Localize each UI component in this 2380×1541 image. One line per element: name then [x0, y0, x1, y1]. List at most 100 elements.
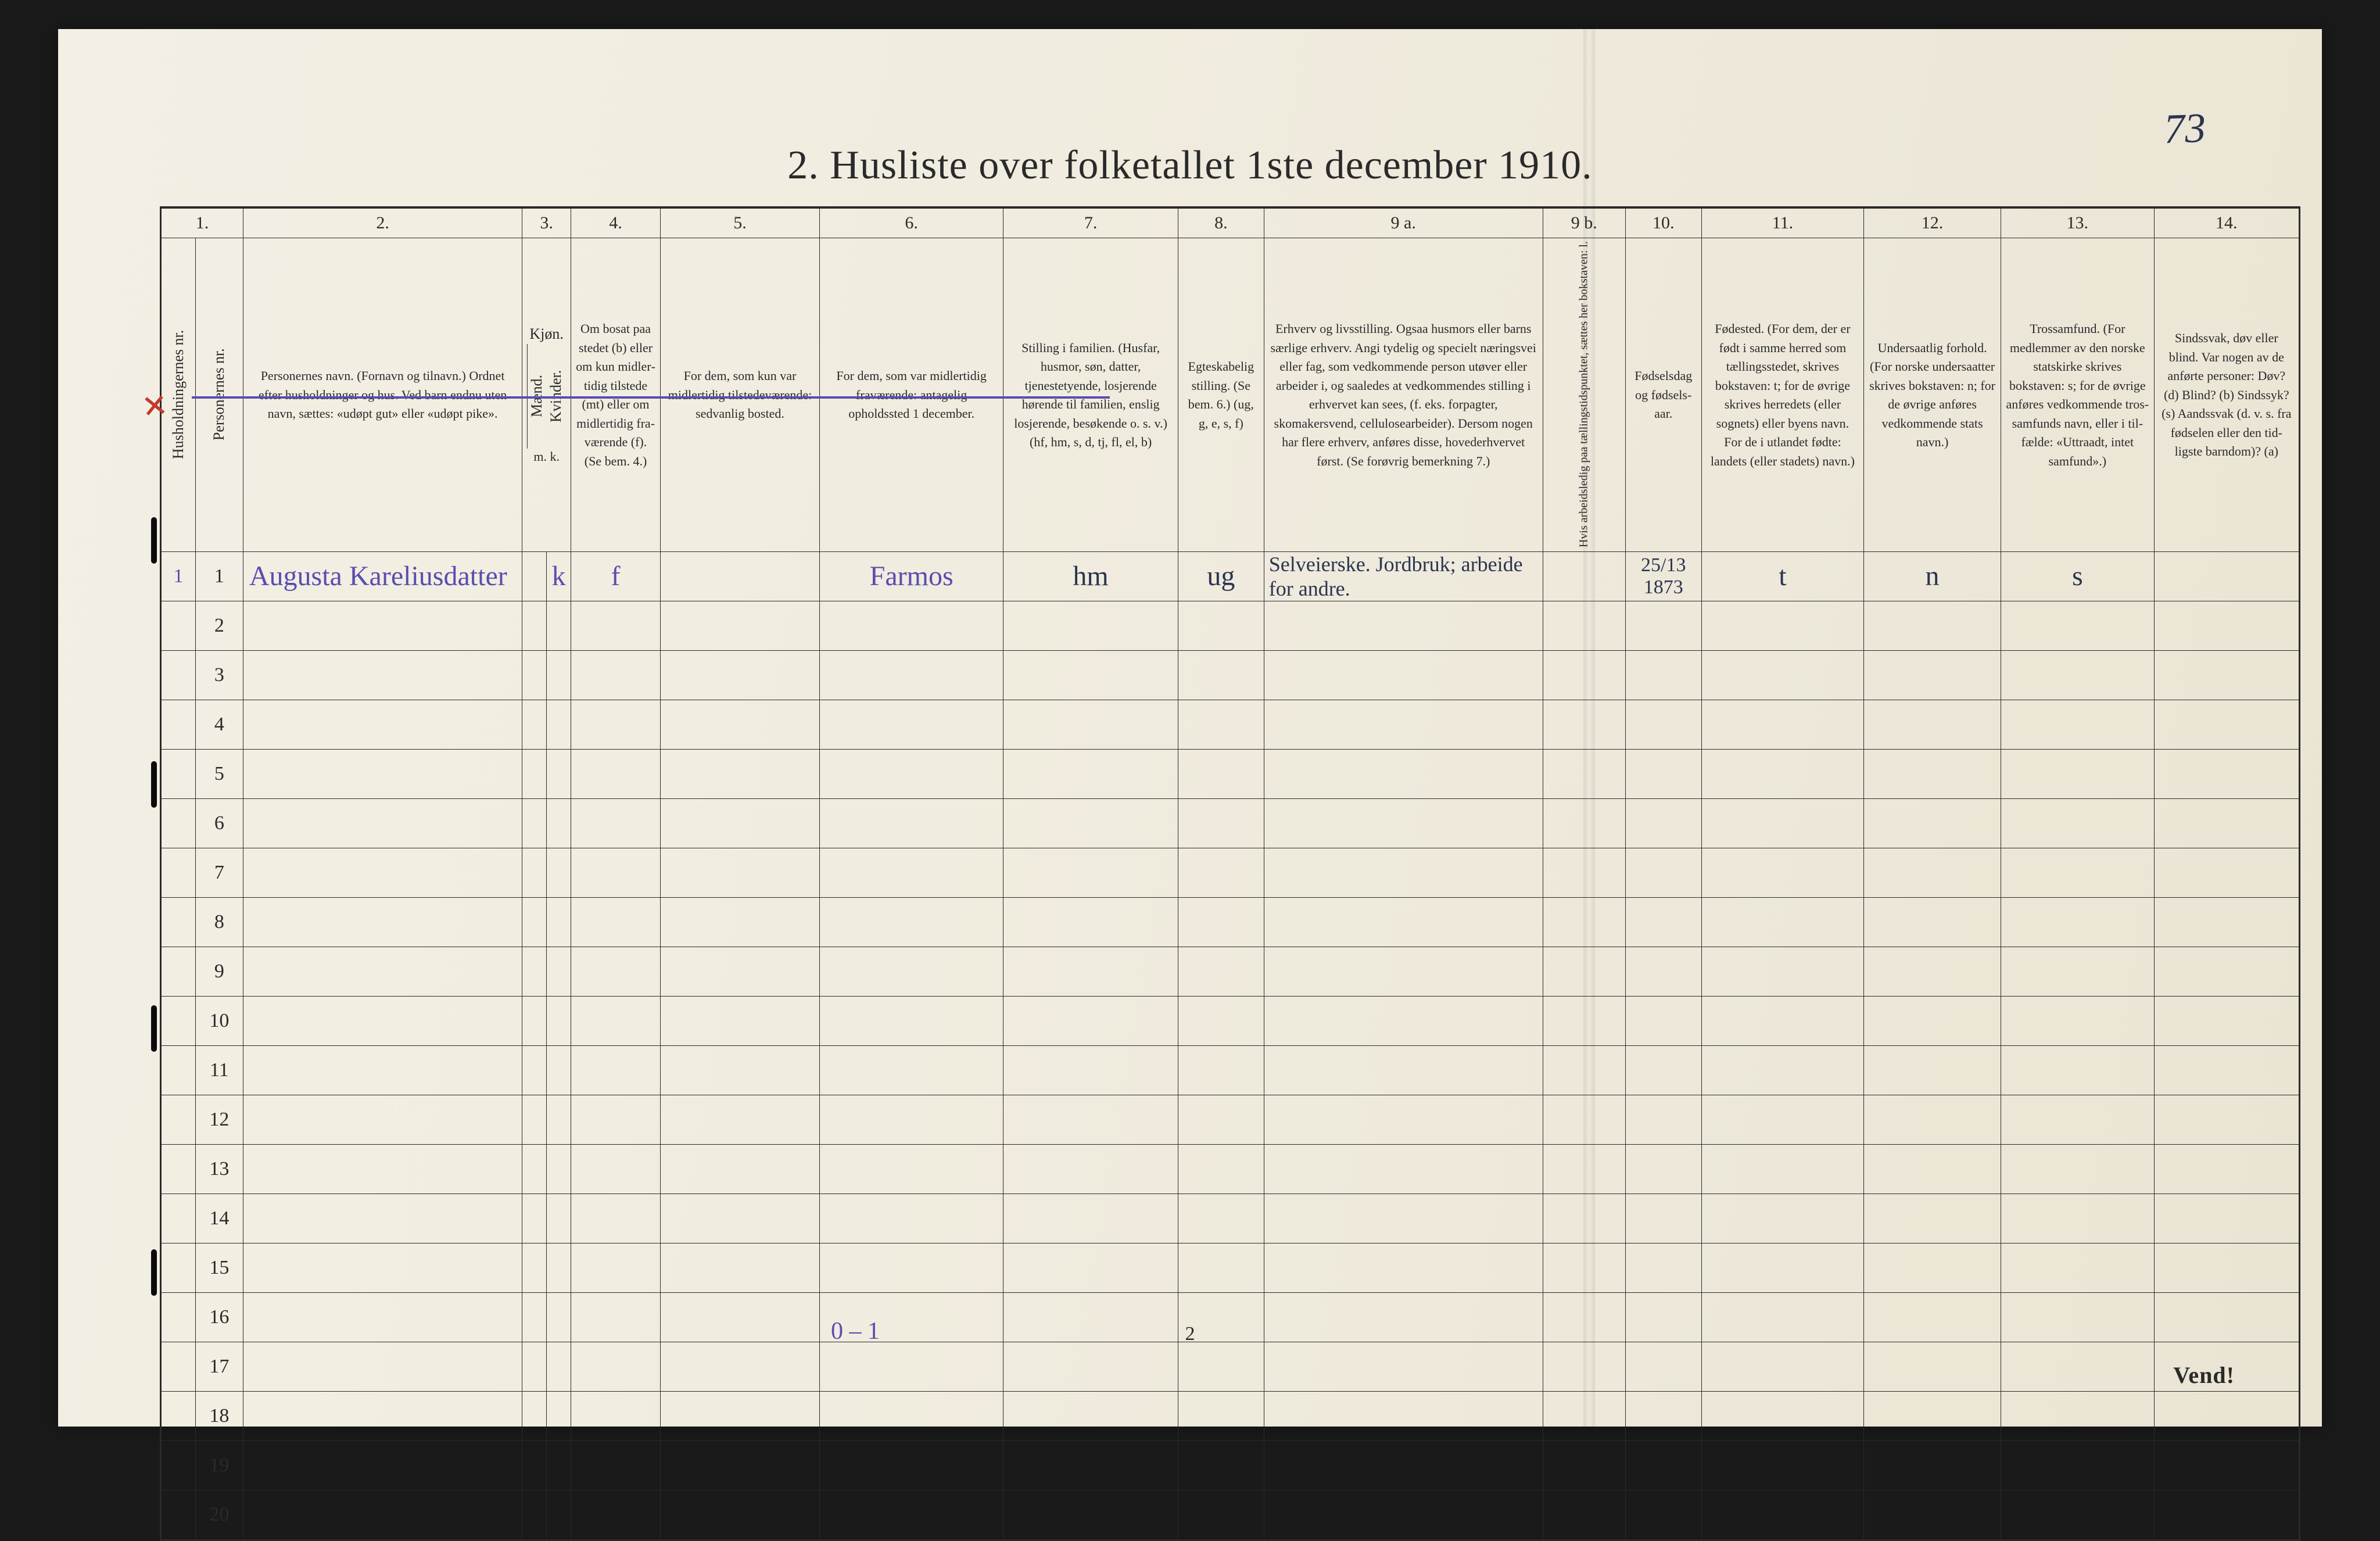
cell [1178, 1095, 1264, 1144]
cell [243, 749, 522, 798]
cell [2001, 1440, 2155, 1490]
cell [1264, 1391, 1543, 1440]
cell [571, 897, 661, 947]
cell [571, 798, 661, 848]
col-num-9a: 9 a. [1264, 208, 1543, 238]
cell [1625, 1243, 1701, 1292]
cell [2001, 897, 2155, 947]
cell [162, 650, 196, 700]
cell [162, 1243, 196, 1292]
table-row: 12 [162, 1095, 2299, 1144]
page-title: 2. Husliste over folketallet 1ste decemb… [58, 142, 2322, 189]
cell [660, 1440, 819, 1490]
cell [1543, 1391, 1625, 1440]
cell [1625, 1144, 1701, 1194]
cell [2001, 848, 2155, 897]
cell [820, 1243, 1003, 1292]
cell-rownum: 7 [195, 848, 243, 897]
cell-sex: k [547, 551, 571, 601]
cell [243, 650, 522, 700]
cell [522, 1342, 547, 1391]
table-row: 3 [162, 650, 2299, 700]
cell [2154, 1144, 2299, 1194]
cell [162, 897, 196, 947]
cell [1701, 700, 1863, 749]
hdr-col14-text: Sindssvak, døv eller blind. Var nogen av… [2162, 331, 2291, 458]
cell [162, 601, 196, 650]
cell [1543, 897, 1625, 947]
cell [243, 1144, 522, 1194]
cell-rownum: 2 [195, 601, 243, 650]
cell [1178, 897, 1264, 947]
cell [1864, 1045, 2001, 1095]
cell [1264, 650, 1543, 700]
col-num-2: 2. [243, 208, 522, 238]
col-num-13: 13. [2001, 208, 2155, 238]
cell [1264, 798, 1543, 848]
cell [1543, 650, 1625, 700]
cell [1178, 1144, 1264, 1194]
cell [2001, 1194, 2155, 1243]
cell [243, 1045, 522, 1095]
cell [2001, 1490, 2155, 1539]
cell [660, 947, 819, 996]
cell [1178, 1391, 1264, 1440]
cell-rownum: 13 [195, 1144, 243, 1194]
cell [1701, 848, 1863, 897]
cell-name: Augusta Kareliusdatter [243, 551, 522, 601]
cell [1864, 1342, 2001, 1391]
cell [1864, 996, 2001, 1045]
table-row: 8 [162, 897, 2299, 947]
cell [1543, 1342, 1625, 1391]
cell [820, 1095, 1003, 1144]
table-row: 4 [162, 700, 2299, 749]
cell [2154, 897, 2299, 947]
cell [243, 1391, 522, 1440]
hdr-col7-text: Stilling i familien. (Husfar, husmor, sø… [1014, 341, 1167, 450]
cell [547, 1144, 571, 1194]
hdr-col7: Stilling i familien. (Husfar, husmor, sø… [1003, 238, 1178, 551]
cell [571, 1490, 661, 1539]
cell-rownum: 10 [195, 996, 243, 1045]
strikethrough-line [192, 396, 1110, 399]
cell [571, 1095, 661, 1144]
cell [2154, 1243, 2299, 1292]
cell [522, 1243, 547, 1292]
cell: f [571, 551, 661, 601]
cell [1625, 700, 1701, 749]
cell [1864, 1095, 2001, 1144]
cell [820, 798, 1003, 848]
cell [1178, 1194, 1264, 1243]
cell [2154, 551, 2299, 601]
cell-birth: 25/13 1873 [1625, 551, 1701, 601]
cell [522, 1391, 547, 1440]
cell [1701, 947, 1863, 996]
binding-hole [151, 517, 157, 564]
cell [2154, 996, 2299, 1045]
col-num-12: 12. [1864, 208, 2001, 238]
cell: 1 [162, 551, 196, 601]
cell [1864, 1243, 2001, 1292]
cell [571, 1144, 661, 1194]
hdr-col4-text: Om bosat paa stedet (b) eller om kun mid… [576, 321, 655, 468]
cell [547, 650, 571, 700]
col-num-3: 3. [522, 208, 571, 238]
cell [1178, 650, 1264, 700]
cell [571, 749, 661, 798]
cell [162, 1045, 196, 1095]
cell: n [1864, 551, 2001, 601]
cell [660, 897, 819, 947]
cell [1178, 1045, 1264, 1095]
cell [820, 1440, 1003, 1490]
cell [1864, 1194, 2001, 1243]
cell [162, 1342, 196, 1391]
table-row: 5 [162, 749, 2299, 798]
cell [1625, 601, 1701, 650]
cell [1701, 1391, 1863, 1440]
cell [660, 798, 819, 848]
cell [1264, 749, 1543, 798]
cell [1625, 1440, 1701, 1490]
cell [1701, 650, 1863, 700]
cell [162, 1440, 196, 1490]
cell [2001, 1045, 2155, 1095]
